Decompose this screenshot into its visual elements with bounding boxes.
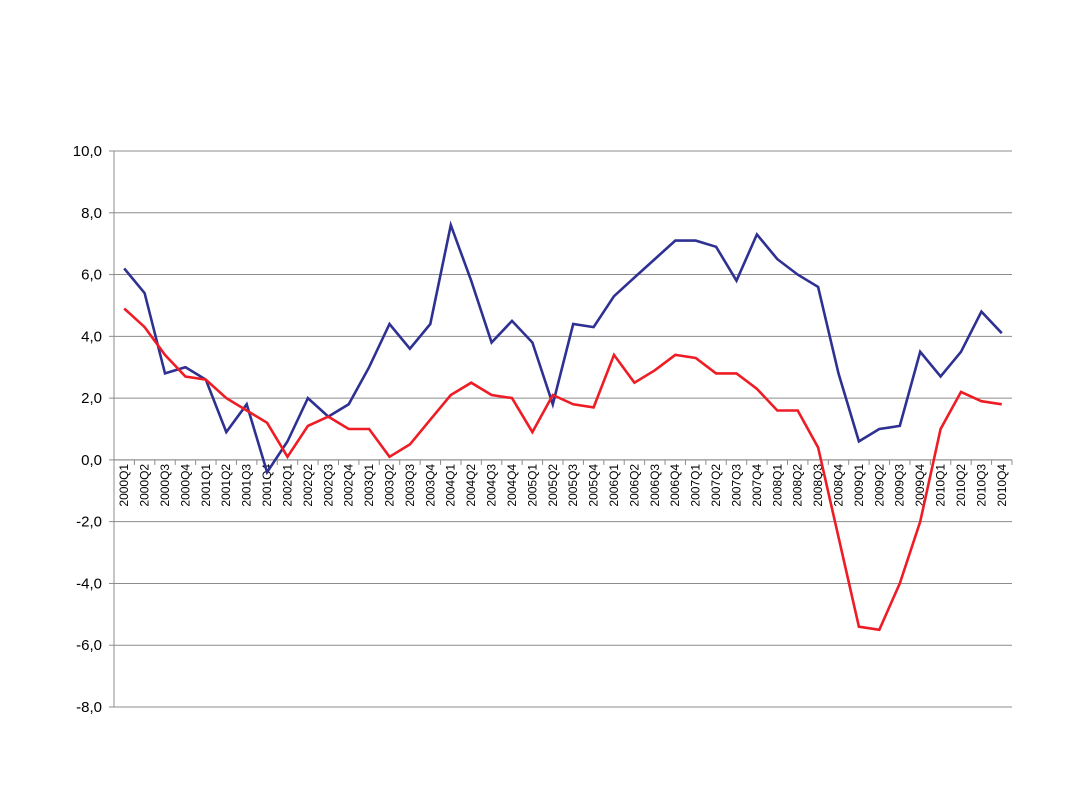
x-tick-label: 2008Q3	[811, 464, 825, 507]
x-tick-label: 2010Q2	[954, 464, 968, 507]
x-tick-label: 2008Q2	[791, 464, 805, 507]
y-tick-label: 8,0	[81, 205, 102, 222]
x-tick-label: 2006Q2	[627, 464, 641, 507]
x-tick-label: 2005Q2	[546, 464, 560, 507]
x-tick-label: 2008Q4	[832, 464, 846, 507]
x-tick-label: 2005Q1	[525, 464, 539, 507]
y-tick-label: -6,0	[76, 637, 102, 654]
x-tick-label: 2004Q2	[464, 464, 478, 507]
x-tick-label: 2003Q2	[383, 464, 397, 507]
y-tick-label: -8,0	[76, 699, 102, 716]
x-tick-label: 2001Q1	[199, 464, 213, 507]
x-tick-label: 2007Q2	[709, 464, 723, 507]
x-tick-label: 2010Q1	[934, 464, 948, 507]
x-tick-label: 2009Q3	[893, 464, 907, 507]
x-tick-label: 2006Q4	[668, 464, 682, 507]
x-tick-label: 2007Q3	[729, 464, 743, 507]
x-tick-label: 2010Q3	[974, 464, 988, 507]
x-tick-label: 2004Q4	[505, 464, 519, 507]
x-tick-label: 2000Q1	[117, 464, 131, 507]
x-tick-label: 2002Q3	[321, 464, 335, 507]
y-tick-label: 2,0	[81, 390, 102, 407]
x-tick-label: 2001Q2	[219, 464, 233, 507]
x-tick-label: 2004Q1	[444, 464, 458, 507]
y-tick-label: 6,0	[81, 267, 102, 284]
x-tick-label: 2001Q4	[260, 464, 274, 507]
x-tick-label: 2006Q1	[607, 464, 621, 507]
x-tick-label: 2005Q3	[566, 464, 580, 507]
series-lines	[123, 220, 1003, 632]
x-tick-label: 2000Q4	[178, 464, 192, 507]
x-tick-label: 2007Q1	[689, 464, 703, 507]
x-tick-label: 2006Q3	[648, 464, 662, 507]
x-tick-label: 2010Q4	[995, 464, 1009, 507]
series-line-1	[123, 220, 1003, 476]
y-tick-label: 4,0	[81, 328, 102, 345]
x-tick-label: 2005Q4	[587, 464, 601, 507]
x-tick-label: 2002Q4	[342, 464, 356, 507]
x-tick-label: 2003Q1	[362, 464, 376, 507]
y-tick-label: 0,0	[81, 452, 102, 469]
y-tick-label: -2,0	[76, 514, 102, 531]
x-tick-label: 2002Q1	[280, 464, 294, 507]
x-tick-label: 2001Q3	[240, 464, 254, 507]
series-line-2	[123, 307, 1002, 632]
x-tick-label: 2009Q1	[852, 464, 866, 507]
x-tick-label: 2008Q1	[770, 464, 784, 507]
x-axis: 2000Q1 2000Q2 2000Q3 2000Q4 2001Q1 2001Q2 2001…	[113, 459, 1013, 507]
x-tick-label: 2009Q4	[913, 464, 927, 507]
x-tick-label: 2000Q2	[138, 464, 152, 507]
x-tick-label: 2009Q2	[872, 464, 886, 507]
x-tick-label: 2003Q4	[423, 464, 437, 507]
x-tick-label: 2002Q2	[301, 464, 315, 507]
x-tick-label: 2004Q3	[485, 464, 499, 507]
y-tick-label: 10,0	[73, 143, 102, 160]
x-tick-label: 2003Q3	[403, 464, 417, 507]
y-axis: 10,0 8,0 6,0 4,0 2,0 0,0 -2,0 -4,0 -6,0 -8,0	[73, 143, 115, 716]
x-tick-label: 2007Q4	[750, 464, 764, 507]
x-tick-label: 2000Q3	[158, 464, 172, 507]
y-tick-label: -4,0	[76, 575, 102, 592]
